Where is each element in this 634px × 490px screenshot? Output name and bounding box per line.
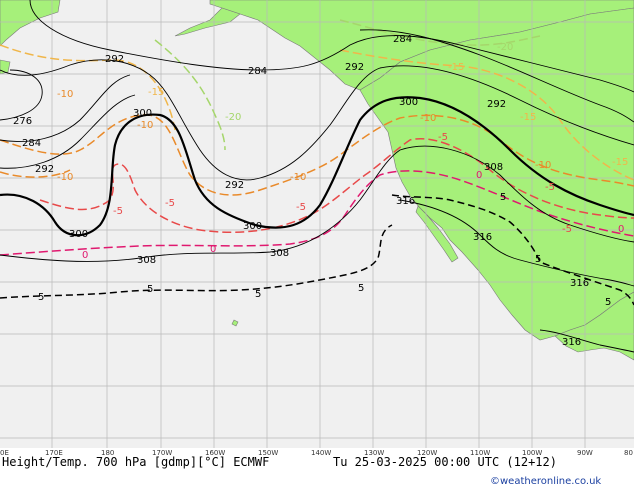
height-label: 308 — [137, 255, 156, 266]
temp-label: -10 — [57, 172, 73, 183]
land-kamchatka — [0, 59, 11, 75]
temp-label: -5 — [438, 132, 448, 143]
temp-label: 0 — [82, 250, 88, 261]
valid-time: Tu 25-03-2025 00:00 UTC (12+12) — [333, 455, 557, 469]
temp-label: -10 — [535, 160, 551, 171]
temp-label: -10 — [57, 89, 73, 100]
temp-contour-minus15-east — [339, 49, 634, 181]
lon-label: 170W — [152, 449, 172, 457]
height-label: 308 — [484, 162, 503, 173]
temp-label: 5 — [605, 297, 611, 308]
temp-labels: -20 -20 -15 -15 -15 -10 -10 -10 -10 -10 … — [38, 42, 628, 308]
temp-label: -5 — [545, 182, 555, 193]
temp-label: -5 — [562, 224, 572, 235]
temp-label: 5 — [255, 289, 261, 300]
temp-contour-minus20-east — [339, 19, 541, 46]
temp-label: -15 — [448, 62, 464, 73]
temp-label: 5 — [147, 284, 153, 295]
height-label: 316 — [562, 337, 581, 348]
height-contour-316 — [399, 199, 634, 287]
temp-contour-plus5-west — [0, 224, 393, 299]
height-label: 316 — [570, 278, 589, 289]
lon-label: 160W — [205, 449, 225, 457]
temp-contour-minus10-west — [0, 169, 71, 178]
height-contours — [0, 0, 634, 353]
height-label: 284 — [22, 138, 41, 149]
temp-label: 0 — [476, 170, 482, 181]
height-label: 300 — [399, 97, 418, 108]
temp-label: -5 — [165, 198, 175, 209]
temp-contour-plus5-east — [391, 194, 634, 306]
temp-label: 5 — [535, 254, 541, 265]
temp-label: 5 — [500, 192, 506, 203]
lon-label: 80 — [624, 449, 633, 457]
temp-label: -15 — [612, 157, 628, 168]
height-label: 292 — [345, 62, 364, 73]
height-label: 292 — [35, 164, 54, 175]
lon-label: 170E — [45, 449, 63, 457]
temp-label: -15 — [520, 112, 536, 123]
copyright: ©weatheronline.co.uk — [490, 476, 601, 487]
temp-label: 5 — [38, 292, 44, 303]
temp-label: -10 — [420, 113, 436, 124]
height-label: 292 — [105, 54, 124, 65]
temp-label: -15 — [148, 87, 164, 98]
height-label: 284 — [393, 34, 412, 45]
chart-title: Height/Temp. 700 hPa [gdmp][°C] ECMWF — [2, 455, 269, 469]
footer-bar — [0, 448, 634, 490]
temp-label: -10 — [137, 120, 153, 131]
height-labels: 284 292 284 292 276 284 292 300 292 300 … — [13, 34, 589, 348]
temp-label: 0 — [210, 244, 216, 255]
temp-label: -5 — [113, 206, 123, 217]
lon-label: 100W — [522, 449, 542, 457]
height-label: 292 — [487, 99, 506, 110]
land-baja — [415, 205, 459, 263]
height-label: 292 — [225, 180, 244, 191]
lon-label: 120W — [417, 449, 437, 457]
height-label: 316 — [473, 232, 492, 243]
height-label: 300 — [133, 108, 152, 119]
height-contour-292-east — [359, 29, 634, 123]
lat-lon-grid — [0, 0, 634, 448]
temp-contour-0 — [0, 170, 634, 256]
lon-label: 180 — [101, 449, 114, 457]
height-contour-292-north — [0, 59, 634, 181]
temp-contour-minus20 — [154, 39, 226, 151]
temp-label: -20 — [497, 42, 513, 53]
temp-contours-plus5 — [0, 194, 634, 306]
lon-label: 110W — [470, 449, 490, 457]
lon-label: 130W — [364, 449, 384, 457]
height-label: 300 — [69, 229, 88, 240]
height-contour-284-west — [0, 74, 131, 143]
height-contour-316-south — [539, 329, 634, 353]
height-contour-276 — [0, 69, 43, 121]
height-label: 276 — [13, 116, 32, 127]
temp-label: 0 — [618, 224, 624, 235]
lon-label: 150W — [258, 449, 278, 457]
temp-label: -20 — [225, 112, 241, 123]
height-label: 300 — [243, 221, 262, 232]
height-label: 308 — [270, 248, 289, 259]
lon-label: 140W — [311, 449, 331, 457]
lon-label: 90W — [577, 449, 593, 457]
temp-label: 5 — [358, 283, 364, 294]
height-contour-308 — [0, 145, 634, 262]
height-label: 284 — [248, 66, 267, 77]
height-label: 316 — [396, 196, 415, 207]
land-hawaii — [231, 319, 239, 327]
longitude-axis: 0E 170E 180 170W 160W 150W 140W 130W 120… — [0, 449, 633, 457]
temp-label: -10 — [290, 172, 306, 183]
lon-label-left: 0E — [0, 449, 9, 457]
height-contour-284-north — [29, 0, 634, 93]
height-contour-292-west — [0, 94, 136, 169]
temp-label: -5 — [296, 202, 306, 213]
height-contour-300-bold — [0, 96, 634, 237]
